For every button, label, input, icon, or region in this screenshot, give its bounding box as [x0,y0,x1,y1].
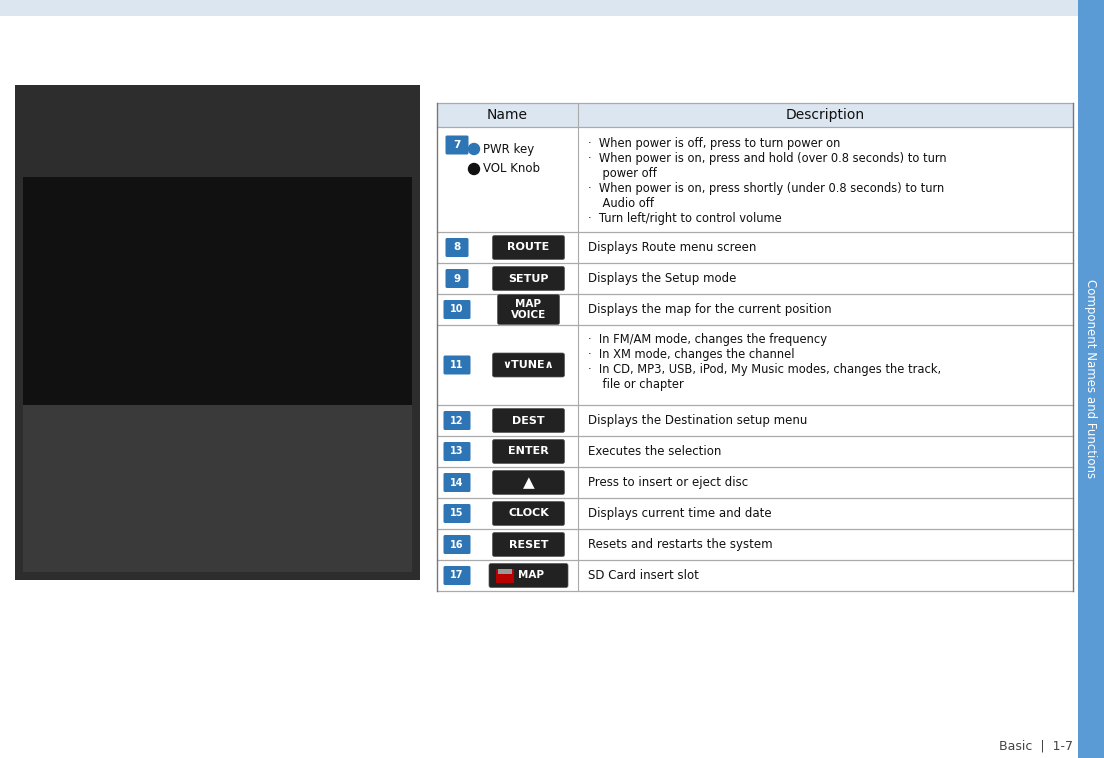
Text: SETUP: SETUP [508,274,549,283]
Text: Executes the selection: Executes the selection [588,445,721,458]
Text: 9: 9 [454,274,460,283]
Text: RESET: RESET [509,540,549,550]
FancyBboxPatch shape [444,566,470,585]
Circle shape [468,143,479,155]
Text: Audio off: Audio off [588,197,654,210]
Text: CLOCK: CLOCK [508,509,549,518]
FancyBboxPatch shape [492,502,564,525]
FancyBboxPatch shape [446,136,468,155]
Bar [0,0,1078,16]
Text: ▲: ▲ [522,475,534,490]
FancyBboxPatch shape [492,267,564,290]
Text: VOL Knob: VOL Knob [484,162,540,176]
Text: ENTER: ENTER [508,446,549,456]
Text: ∨TUNE∧: ∨TUNE∧ [502,360,554,370]
Text: 13: 13 [450,446,464,456]
Text: Description: Description [786,108,866,122]
Text: ROUTE: ROUTE [508,243,550,252]
Text: Resets and restarts the system: Resets and restarts the system [588,538,773,551]
Text: 11: 11 [450,360,464,370]
Text: 15: 15 [450,509,464,518]
Bar [23,405,412,572]
Bar [496,568,514,582]
Text: ·  In XM mode, changes the channel: · In XM mode, changes the channel [588,348,795,361]
Text: 7: 7 [454,140,460,150]
Text: ·  When power is on, press and hold (over 0.8 seconds) to turn: · When power is on, press and hold (over… [588,152,946,165]
Text: 16: 16 [450,540,464,550]
Circle shape [468,164,479,174]
Text: 10: 10 [450,305,464,315]
Text: 17: 17 [450,571,464,581]
Text: Displays current time and date: Displays current time and date [588,507,772,520]
Text: 12: 12 [450,415,464,425]
Bar [23,177,412,405]
Text: Name: Name [487,108,528,122]
Text: ·  In CD, MP3, USB, iPod, My Music modes, changes the track,: · In CD, MP3, USB, iPod, My Music modes,… [588,363,941,376]
FancyBboxPatch shape [444,300,470,319]
Text: Component Names and Functions: Component Names and Functions [1084,280,1097,478]
Text: PWR key: PWR key [484,143,534,155]
Text: ·  Turn left/right to control volume: · Turn left/right to control volume [588,212,782,225]
Text: power off: power off [588,167,657,180]
FancyBboxPatch shape [498,295,560,324]
FancyBboxPatch shape [492,440,564,463]
Text: Displays the map for the current position: Displays the map for the current positio… [588,303,831,316]
FancyBboxPatch shape [446,238,468,257]
Text: Displays the Setup mode: Displays the Setup mode [588,272,736,285]
Text: SD Card insert slot: SD Card insert slot [588,569,699,582]
FancyBboxPatch shape [444,356,470,374]
Bar [1078,0,1104,758]
FancyBboxPatch shape [444,535,470,554]
Text: 8: 8 [454,243,460,252]
FancyBboxPatch shape [492,409,564,433]
Text: Basic  |  1-7: Basic | 1-7 [999,739,1073,752]
Bar [15,85,420,580]
FancyBboxPatch shape [444,473,470,492]
FancyBboxPatch shape [444,442,470,461]
FancyBboxPatch shape [489,563,567,587]
FancyBboxPatch shape [492,471,564,494]
Text: ·  When power is off, press to turn power on: · When power is off, press to turn power… [588,137,840,150]
Text: ·  When power is on, press shortly (under 0.8 seconds) to turn: · When power is on, press shortly (under… [588,182,944,195]
FancyBboxPatch shape [446,269,468,288]
Text: DEST: DEST [512,415,544,425]
Text: file or chapter: file or chapter [588,378,683,391]
Text: ·  In FM/AM mode, changes the frequency: · In FM/AM mode, changes the frequency [588,333,827,346]
FancyBboxPatch shape [492,533,564,556]
FancyBboxPatch shape [444,411,470,430]
Text: Displays Route menu screen: Displays Route menu screen [588,241,756,254]
FancyBboxPatch shape [492,236,564,259]
Text: 14: 14 [450,478,464,487]
Bar [437,103,1073,127]
FancyBboxPatch shape [492,353,564,377]
Text: Displays the Destination setup menu: Displays the Destination setup menu [588,414,807,427]
Text: Press to insert or eject disc: Press to insert or eject disc [588,476,749,489]
FancyBboxPatch shape [444,504,470,523]
Bar [498,568,512,574]
Text: MAP
VOICE: MAP VOICE [511,299,546,320]
Text: MAP: MAP [518,571,544,581]
